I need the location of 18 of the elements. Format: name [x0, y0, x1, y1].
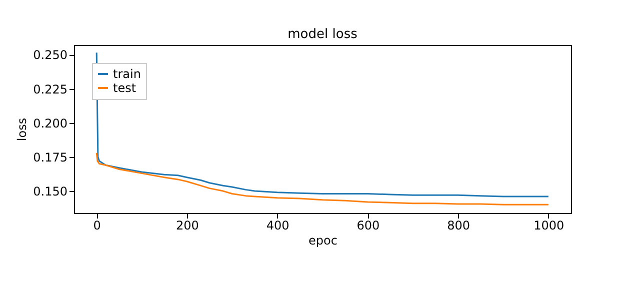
x-tick-label: 400 — [266, 218, 290, 232]
legend-label: train — [113, 67, 141, 81]
x-tick-label: 600 — [356, 218, 380, 232]
x-tick-label: 0 — [93, 218, 101, 232]
y-tick-label: 0.225 — [33, 82, 68, 96]
y-tick-label: 0.150 — [33, 184, 68, 199]
y-tick-label: 0.200 — [33, 116, 68, 130]
legend-label: test — [113, 81, 136, 95]
y-tick-label: 0.175 — [33, 150, 68, 164]
x-tick-label: 200 — [176, 218, 199, 232]
x-tick-label: 1000 — [534, 218, 564, 232]
x-axis-title: epoc — [308, 234, 338, 248]
y-axis-title: loss — [15, 118, 30, 142]
x-tick-label: 800 — [447, 218, 470, 232]
line-series — [96, 52, 550, 198]
line-series — [96, 152, 550, 206]
chart-title: model loss — [288, 27, 358, 42]
y-tick-label: 0.250 — [33, 48, 68, 62]
